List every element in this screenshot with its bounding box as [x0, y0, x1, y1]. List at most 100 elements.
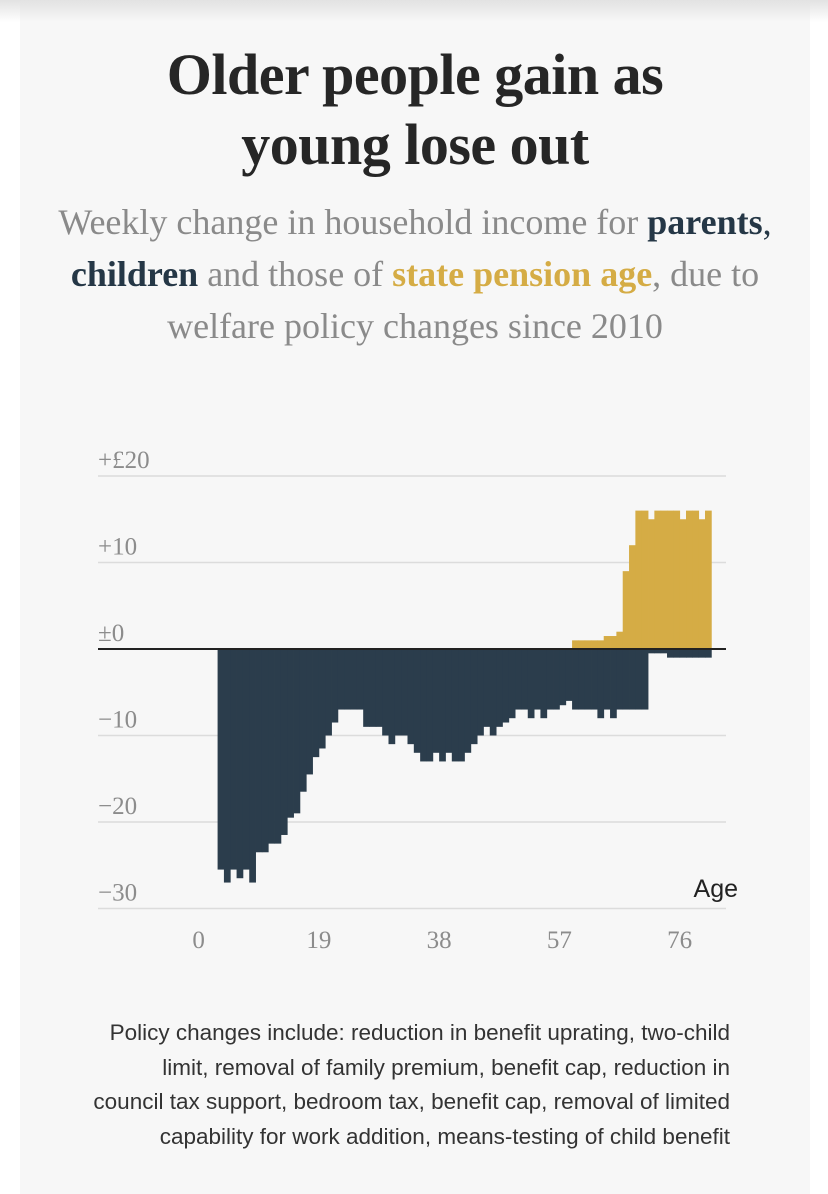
bar	[572, 640, 579, 649]
bar	[230, 649, 237, 870]
bar	[546, 649, 554, 710]
chart-subtitle: Weekly change in household income for pa…	[20, 196, 810, 352]
bar	[686, 510, 693, 649]
bar	[559, 649, 567, 706]
bar	[464, 649, 472, 753]
bar	[388, 649, 396, 745]
bar	[629, 649, 636, 710]
y-tick-label: −30	[98, 880, 137, 907]
bar	[242, 649, 250, 870]
y-tick-label: +£20	[98, 447, 150, 474]
bar	[458, 649, 465, 762]
bar	[426, 649, 434, 762]
bar	[439, 649, 446, 762]
bar	[318, 649, 326, 749]
bar	[584, 640, 592, 649]
bar	[344, 649, 351, 710]
bar	[705, 510, 712, 649]
bar	[401, 649, 408, 736]
bar	[369, 649, 377, 727]
x-tick-label: 76	[667, 927, 692, 954]
bar	[293, 649, 301, 814]
bar	[483, 649, 491, 727]
bar	[363, 649, 370, 727]
bar	[641, 649, 649, 710]
bar	[325, 649, 332, 736]
bar	[610, 636, 617, 649]
bar	[648, 649, 655, 654]
bar	[635, 510, 643, 649]
bar	[312, 649, 320, 758]
bar-chart: +£20 +10 ±0 −10 −20 −30 0 19 38 57 76 Age	[98, 447, 738, 954]
chart-title: Older people gain as young lose out	[20, 40, 810, 180]
y-axis-ticks: +£20 +10 ±0 −10 −20 −30	[98, 447, 150, 907]
bar	[654, 510, 662, 649]
bar	[217, 649, 225, 870]
bar	[584, 649, 592, 710]
subtitle-state-pension-age: state pension age	[392, 254, 653, 294]
bar	[223, 649, 231, 883]
y-tick-label: −10	[98, 707, 137, 734]
bar	[616, 649, 624, 710]
bar	[597, 640, 605, 649]
bar	[337, 649, 345, 710]
bar	[394, 649, 402, 736]
subtitle-comma: ,	[762, 202, 772, 242]
subtitle-text-3: , due to welfare policy changes since 20…	[167, 254, 760, 346]
bar	[679, 519, 687, 649]
footnote: Policy changes include: reduction in ben…	[93, 1020, 730, 1149]
bar	[616, 631, 624, 649]
bar	[622, 571, 630, 649]
bar	[648, 519, 655, 649]
y-tick-label: ±0	[98, 620, 124, 647]
bar	[578, 640, 586, 649]
chart-title-line-1: Older people gain as	[166, 42, 664, 107]
bar	[534, 649, 541, 710]
bar	[470, 649, 478, 745]
bar	[686, 649, 693, 658]
bar	[622, 649, 630, 710]
bar	[673, 649, 681, 658]
bar	[698, 649, 706, 658]
bar	[660, 649, 668, 654]
top-shadow	[0, 0, 828, 22]
bar	[331, 649, 339, 723]
bar	[508, 649, 516, 719]
x-tick-label: 57	[547, 927, 572, 954]
bar	[572, 649, 579, 710]
subtitle-children: children	[70, 254, 199, 294]
bar	[375, 649, 383, 727]
bar	[496, 649, 503, 727]
chart-title-line-2: young lose out	[241, 112, 589, 177]
bar	[477, 649, 484, 736]
bar	[502, 649, 510, 723]
bar	[667, 510, 674, 649]
bar	[540, 649, 548, 719]
subtitle-parents: parents	[647, 202, 763, 242]
x-tick-label: 0	[192, 927, 205, 954]
bar	[299, 649, 307, 792]
bar	[255, 649, 263, 853]
bar	[356, 649, 364, 710]
bar	[660, 510, 668, 649]
bar	[591, 649, 598, 710]
series-parents-children	[217, 649, 712, 883]
bar	[610, 649, 617, 719]
bar	[280, 649, 288, 835]
x-axis-ticks: 0 19 38 57 76	[192, 927, 692, 954]
x-tick-label: 38	[427, 927, 452, 954]
bar	[667, 649, 674, 658]
bar	[591, 640, 598, 649]
bar	[407, 649, 415, 745]
bar	[350, 649, 358, 710]
bar	[692, 649, 700, 658]
bar	[432, 649, 440, 753]
bar	[489, 649, 497, 736]
x-axis-title: Age	[694, 875, 738, 903]
bar	[654, 649, 662, 654]
bar	[553, 649, 560, 710]
bar	[261, 649, 269, 853]
bar	[597, 649, 605, 719]
bar	[420, 649, 427, 762]
bar	[603, 649, 611, 710]
